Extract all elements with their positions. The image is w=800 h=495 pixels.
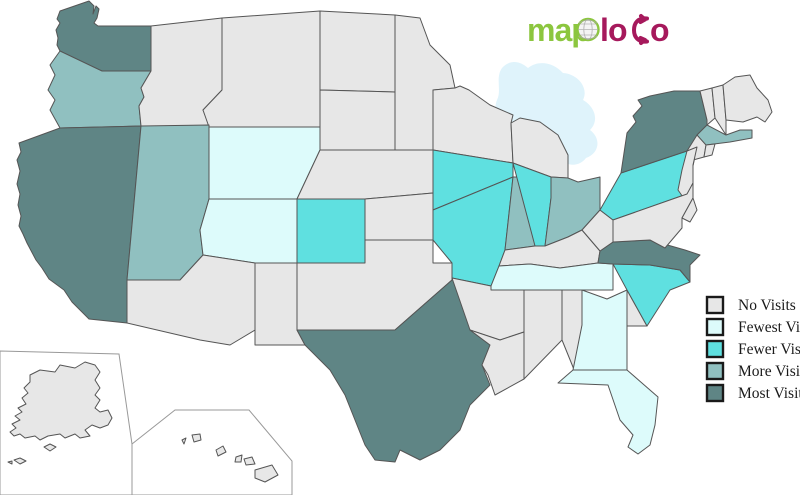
- svg-text:Fewest Visits: Fewest Visits: [738, 319, 800, 336]
- svg-text:Most Visits: Most Visits: [738, 385, 800, 402]
- svg-text:More Visits: More Visits: [738, 363, 800, 380]
- svg-text:No Visits: No Visits: [738, 297, 796, 314]
- svg-text:o: o: [650, 12, 669, 48]
- svg-text:l: l: [600, 12, 608, 48]
- svg-text:o: o: [608, 12, 627, 48]
- svg-text:Fewer Visits: Fewer Visits: [738, 341, 800, 358]
